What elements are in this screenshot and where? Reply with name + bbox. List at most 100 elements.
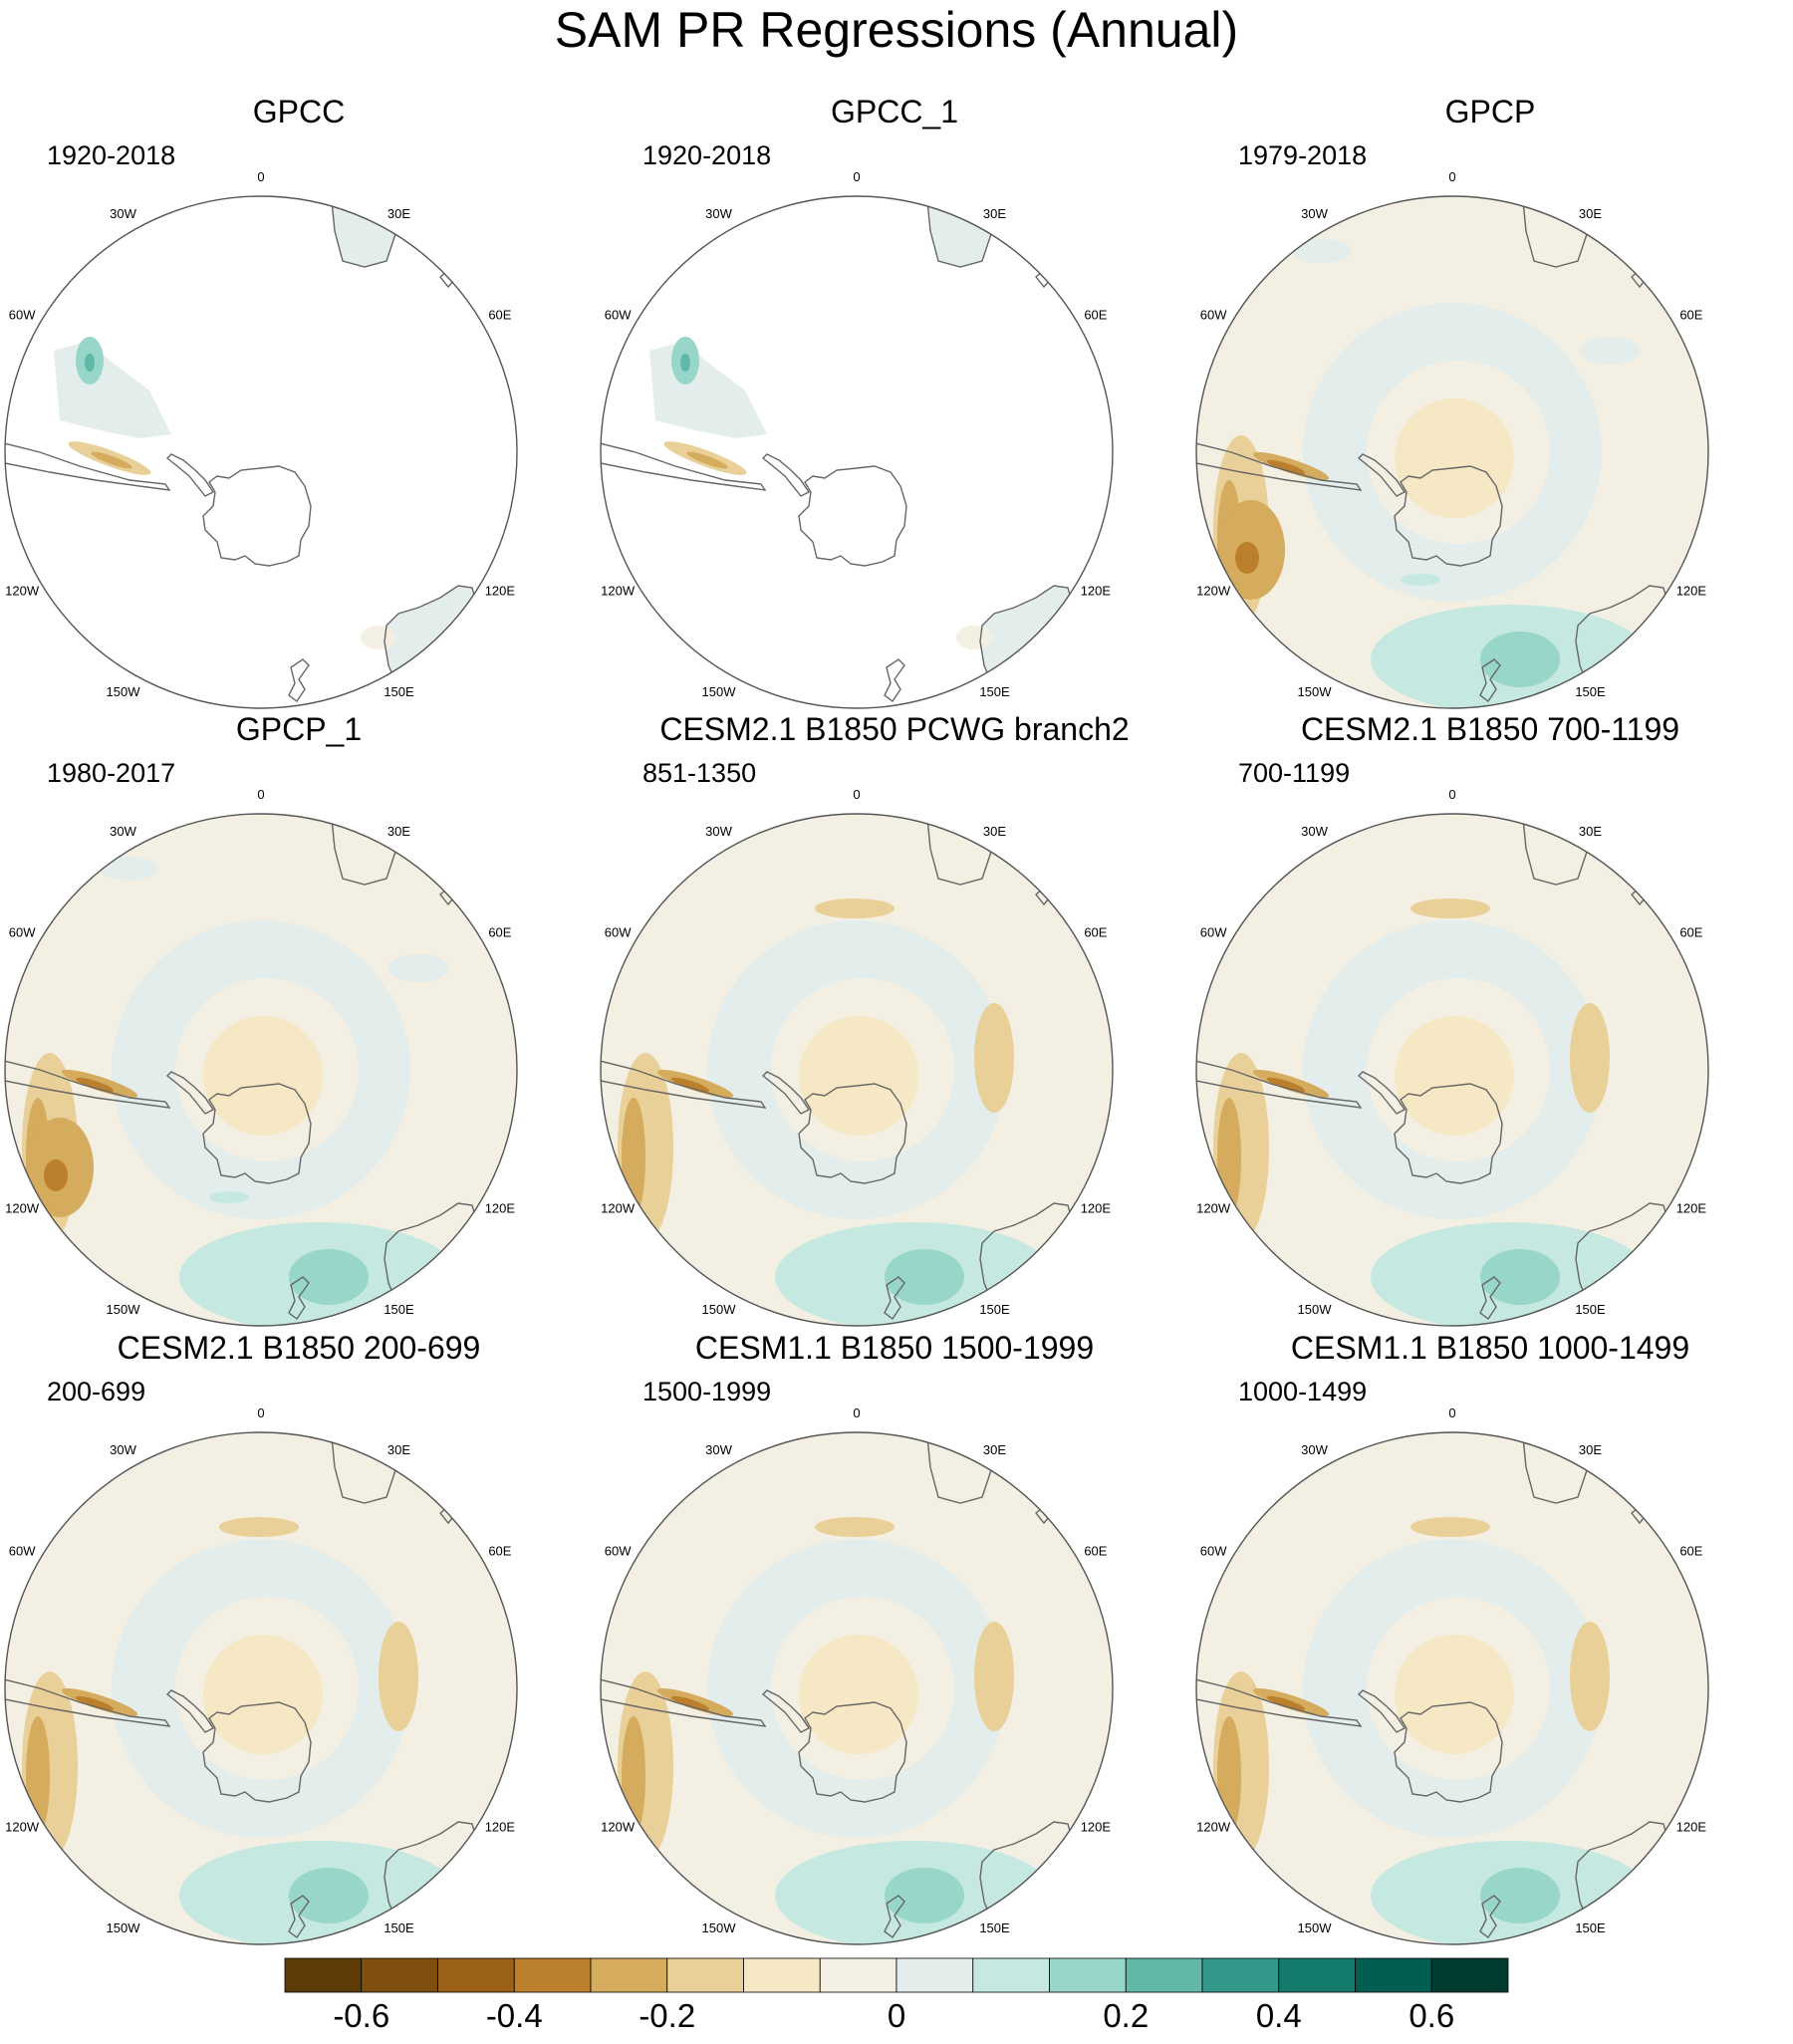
longitude-label: 60W <box>9 925 36 940</box>
longitude-label: 60E <box>1084 925 1107 940</box>
colorbar: -0.6 -0.4 -0.2 0 0.2 0.4 0.6 <box>0 1952 1793 2039</box>
longitude-label: 60W <box>1200 1544 1227 1559</box>
longitude-label: 120W <box>601 1820 636 1835</box>
panel-title: GPCP_1 <box>235 711 363 747</box>
longitude-label: 30E <box>1579 824 1602 839</box>
colorbar-swatch <box>513 1957 592 1993</box>
map-panel: GPCC_1030E60E90E120E150E180150W120W90W60… <box>596 92 1193 709</box>
longitude-label: 120W <box>5 1820 40 1835</box>
longitude-label: 120W <box>5 584 40 599</box>
coastline <box>202 465 312 567</box>
longitude-label: 120W <box>601 584 636 599</box>
longitude-label: 0 <box>257 787 264 802</box>
polar-map: 030E60E90E120E150E180150W120W90W60W30W <box>4 169 518 709</box>
coastline <box>1479 1276 1501 1321</box>
coastline <box>798 465 907 567</box>
map-panel: GPCP030E60E90E120E150E180150W120W90W60W3… <box>1191 92 1789 709</box>
map-panel: GPCC 030E60E90E120E150E180150W120W90W60W3… <box>0 92 598 709</box>
colorbar-swatch <box>819 1957 897 1993</box>
panel-period: 851-1350 <box>642 758 757 788</box>
colorbar-tick-label: 0.2 <box>1103 1997 1149 2034</box>
coastline <box>165 1689 215 1733</box>
longitude-label: 0 <box>1448 787 1455 802</box>
longitude-label: 60W <box>1200 308 1227 323</box>
longitude-label: 60E <box>488 1544 511 1559</box>
longitude-label: 60E <box>1679 925 1702 940</box>
map-panel: GPCP_1030E60E90E120E150E180150W120W90W60… <box>0 709 598 1327</box>
panel-period: 200-699 <box>47 1377 146 1406</box>
polar-map: 030E60E90E120E150E180150W120W90W60W30W <box>4 1405 518 1945</box>
panel-title: CESM2.1 B1850 700-1199 <box>1300 711 1680 747</box>
colorbar-tick-label: -0.2 <box>639 1997 695 2034</box>
panel-period: 1920-2018 <box>47 140 176 170</box>
colorbar-swatch <box>666 1957 744 1993</box>
coastline <box>202 1083 312 1184</box>
coastline <box>288 1276 310 1321</box>
map-border <box>1195 1431 1709 1945</box>
longitude-label: 30W <box>110 824 136 839</box>
longitude-label: 120E <box>1081 1820 1112 1835</box>
panel-title: CESM2.1 B1850 200-699 <box>117 1330 481 1366</box>
panel-title: GPCP <box>1444 94 1536 129</box>
coastline <box>1479 1895 1501 1939</box>
longitude-label: 120E <box>1676 584 1707 599</box>
longitude-label: 0 <box>257 169 264 184</box>
colorbar-swatch <box>972 1957 1050 1993</box>
panel-period: 1979-2018 <box>1238 140 1368 170</box>
longitude-label: 120E <box>1676 1820 1707 1835</box>
longitude-label: 120W <box>601 1201 636 1216</box>
map-border <box>4 813 518 1327</box>
polar-map: 030E60E90E120E150E180150W120W90W60W30W <box>600 787 1114 1327</box>
coastline <box>761 1689 811 1733</box>
longitude-label: 0 <box>853 1405 860 1420</box>
longitude-label: 150E <box>979 1920 1010 1935</box>
panel-period: 1500-1999 <box>642 1377 772 1406</box>
map-panel: CESM1.1 B1850 1000-1499 030E60E90E120E150… <box>1191 1328 1789 1945</box>
longitude-label: 0 <box>853 169 860 184</box>
colorbar-swatch <box>590 1957 668 1993</box>
longitude-label: 150W <box>107 1302 141 1317</box>
longitude-label: 120E <box>485 584 516 599</box>
longitude-label: 60E <box>1679 1544 1702 1559</box>
coastline <box>1196 1059 1363 1109</box>
longitude-label: 150E <box>384 1920 414 1935</box>
longitude-label: 150W <box>107 1920 141 1935</box>
map-border <box>1195 813 1709 1327</box>
colorbar-swatch <box>1278 1957 1356 1993</box>
longitude-label: 150W <box>702 684 737 699</box>
colorbar-swatch <box>1125 1957 1203 1993</box>
coastline <box>1196 1677 1363 1727</box>
longitude-label: 60W <box>605 925 632 940</box>
longitude-label: 60E <box>1084 308 1107 323</box>
map-panel: CESM2.1 B1850 700-1199030E60E90E120E150E… <box>1191 709 1789 1327</box>
panel-title: CESM1.1 B1850 1000-1499 <box>1290 1330 1690 1366</box>
longitude-label: 120W <box>1196 1201 1231 1216</box>
longitude-label: 60W <box>1200 925 1227 940</box>
longitude-label: 150E <box>1575 684 1606 699</box>
map-border <box>1195 195 1709 709</box>
polar-map: 030E60E90E120E150E180150W120W90W60W30W <box>600 169 1114 709</box>
longitude-label: 60E <box>1679 308 1702 323</box>
longitude-label: 0 <box>1448 169 1455 184</box>
longitude-label: 30W <box>705 206 732 221</box>
longitude-label: 120W <box>1196 1820 1231 1835</box>
coastline <box>761 1071 811 1115</box>
longitude-label: 30E <box>983 1442 1006 1457</box>
polar-map: 030E60E90E120E150E180150W120W90W60W30W <box>1195 169 1709 709</box>
longitude-label: 30W <box>1301 206 1328 221</box>
colorbar-tick-label: -0.4 <box>486 1997 543 2034</box>
coastline <box>1479 658 1501 703</box>
longitude-label: 30W <box>110 1442 136 1457</box>
longitude-label: 120E <box>1081 1201 1112 1216</box>
coastline <box>601 441 767 491</box>
longitude-label: 120E <box>485 1201 516 1216</box>
longitude-label: 30E <box>983 206 1006 221</box>
colorbar-svg: -0.6 -0.4 -0.2 0 0.2 0.4 0.6 <box>284 1957 1509 2034</box>
polar-map: 030E60E90E120E150E180150W120W90W60W30W <box>1195 1405 1709 1945</box>
coastline <box>1357 453 1407 497</box>
longitude-label: 30E <box>1579 206 1602 221</box>
colorbar-swatch <box>1049 1957 1127 1993</box>
colorbar-swatch <box>1355 1957 1432 1993</box>
panel-title: GPCC <box>252 94 346 129</box>
figure-title: SAM PR Regressions (Annual) <box>554 2 1239 58</box>
